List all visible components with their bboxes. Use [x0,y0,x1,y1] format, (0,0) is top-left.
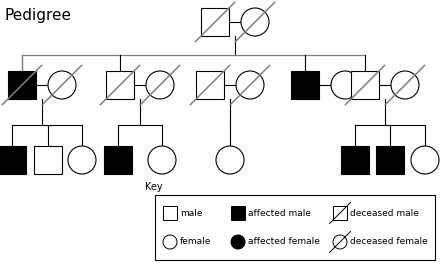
Circle shape [331,71,359,99]
Circle shape [163,235,177,249]
Text: female: female [180,238,211,247]
Bar [34,146,62,174]
Circle shape [146,71,174,99]
Bar [155,195,435,260]
Circle shape [411,146,439,174]
Circle shape [68,146,96,174]
Circle shape [241,8,269,36]
Bar [8,71,36,99]
Text: affected female: affected female [248,238,320,247]
Bar [104,146,132,174]
Text: affected male: affected male [248,209,311,218]
Bar [231,206,245,220]
Circle shape [236,71,264,99]
Bar [376,146,404,174]
Text: deceased female: deceased female [350,238,428,247]
Bar [106,71,134,99]
Text: Pedigree: Pedigree [5,8,72,23]
Bar [333,206,347,220]
Circle shape [148,146,176,174]
Circle shape [391,71,419,99]
Bar [163,206,177,220]
Circle shape [216,146,244,174]
Text: deceased male: deceased male [350,209,419,218]
Bar [201,8,229,36]
Bar [341,146,369,174]
Text: Key: Key [145,182,163,192]
Circle shape [231,235,245,249]
Bar [0,146,26,174]
Bar [196,71,224,99]
Bar [291,71,319,99]
Text: male: male [180,209,202,218]
Circle shape [333,235,347,249]
Circle shape [48,71,76,99]
Bar [351,71,379,99]
